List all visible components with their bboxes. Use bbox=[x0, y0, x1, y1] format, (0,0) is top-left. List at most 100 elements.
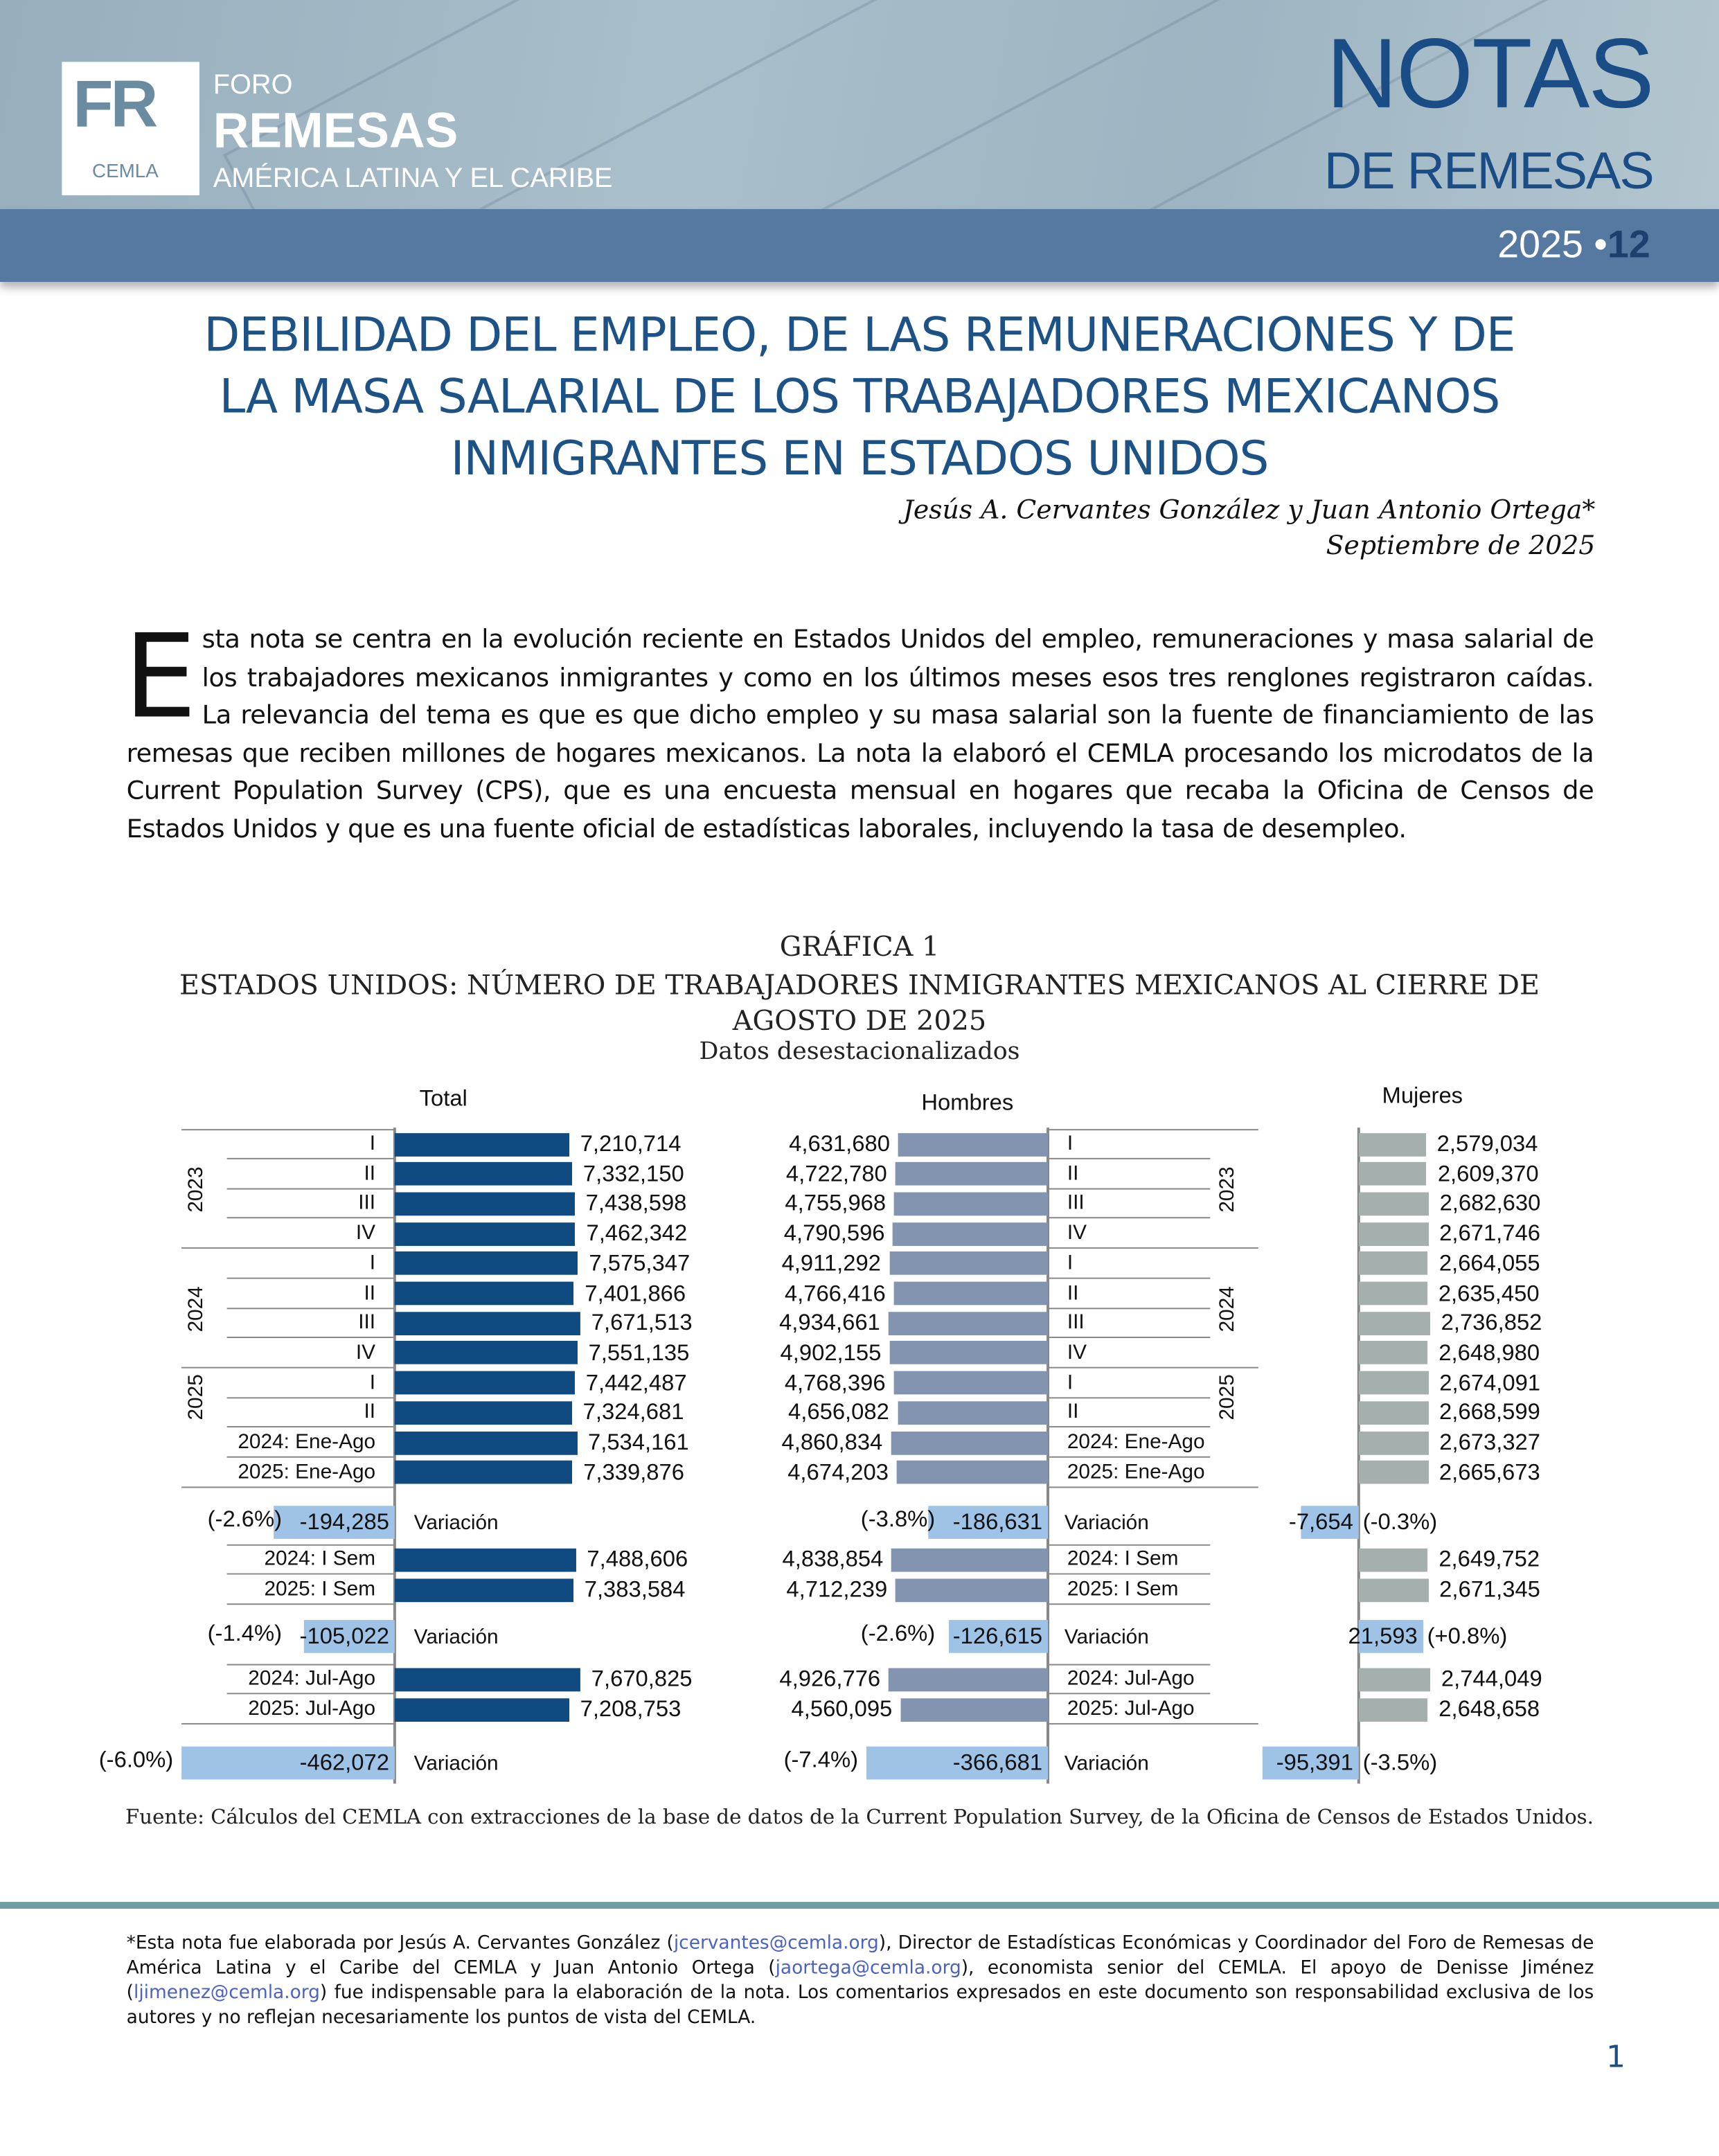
row-divider bbox=[226, 1456, 395, 1458]
bar-hombres bbox=[889, 1341, 1048, 1365]
row-divider bbox=[1048, 1157, 1211, 1159]
data-label: 7,671,513 bbox=[591, 1310, 693, 1336]
row-divider bbox=[1048, 1486, 1258, 1488]
bar-hombres bbox=[891, 1547, 1048, 1571]
data-label: 2,673,327 bbox=[1439, 1430, 1540, 1455]
data-label: 2,671,345 bbox=[1439, 1577, 1540, 1603]
bar-mujeres bbox=[1358, 1400, 1429, 1425]
series-title: NOTAS bbox=[1326, 19, 1655, 130]
bar-total bbox=[394, 1192, 575, 1216]
bar-total bbox=[394, 1281, 574, 1306]
category-label: 2025: Ene-Ago bbox=[238, 1460, 376, 1484]
footer-divider bbox=[0, 1902, 1719, 1909]
bar-hombres bbox=[898, 1132, 1048, 1156]
data-label: 4,911,292 bbox=[781, 1251, 881, 1276]
bar-hombres bbox=[895, 1162, 1048, 1186]
bar-mujeres bbox=[1358, 1371, 1429, 1395]
category-label: 2025: I Sem bbox=[264, 1577, 376, 1601]
email-link[interactable]: jaortega@cemla.org bbox=[775, 1958, 961, 1979]
category-label: II bbox=[1067, 1400, 1079, 1424]
data-label: 4,902,155 bbox=[780, 1340, 882, 1366]
category-label: 2024: Ene-Ago bbox=[238, 1430, 376, 1454]
data-label: 2,736,852 bbox=[1441, 1310, 1542, 1336]
row-divider bbox=[226, 1218, 395, 1220]
data-label: 2,664,055 bbox=[1439, 1251, 1540, 1276]
data-label: 7,324,681 bbox=[582, 1400, 684, 1425]
category-label: 2024: Jul-Ago bbox=[1067, 1666, 1195, 1691]
bar-hombres bbox=[893, 1222, 1048, 1246]
category-label: III bbox=[358, 1191, 376, 1215]
variation-bar bbox=[181, 1746, 395, 1780]
data-label: 2,682,630 bbox=[1439, 1191, 1541, 1217]
category-label: I bbox=[1067, 1370, 1074, 1394]
row-divider bbox=[226, 1603, 395, 1605]
row-divider bbox=[181, 1247, 395, 1249]
data-label: 4,712,239 bbox=[786, 1577, 888, 1603]
variation-bar bbox=[949, 1620, 1048, 1653]
email-link[interactable]: ljimenez@cemla.org bbox=[134, 1983, 320, 2004]
year-label: 2023 bbox=[1215, 1166, 1240, 1213]
data-label: 2,744,049 bbox=[1441, 1666, 1542, 1692]
email-link[interactable]: jcervantes@cemla.org bbox=[673, 1933, 879, 1954]
bar-hombres bbox=[900, 1698, 1048, 1721]
bar-total bbox=[394, 1431, 578, 1454]
bar-total bbox=[394, 1578, 573, 1602]
data-label: 4,766,416 bbox=[784, 1281, 886, 1306]
data-label: 2,649,752 bbox=[1439, 1547, 1540, 1572]
variation-value: -105,022 bbox=[299, 1623, 389, 1649]
authors: Jesús A. Cervantes González y Juan Anton… bbox=[902, 495, 1596, 526]
data-label: 7,551,135 bbox=[588, 1340, 690, 1366]
footnote-text: ) fue indispensable para la elaboración … bbox=[126, 1983, 1594, 2029]
bar-mujeres bbox=[1358, 1222, 1429, 1246]
bar-mujeres bbox=[1358, 1547, 1428, 1571]
variation-value: -462,072 bbox=[299, 1750, 389, 1776]
row-divider bbox=[1048, 1307, 1211, 1309]
chart-subtitle: Datos desestacionalizados bbox=[699, 1038, 1020, 1066]
variation-bar bbox=[1262, 1746, 1359, 1780]
variation-label: Variación bbox=[1064, 1511, 1149, 1535]
variation-pct: (+0.8%) bbox=[1427, 1623, 1508, 1649]
bar-total bbox=[394, 1667, 580, 1691]
row-divider bbox=[181, 1722, 395, 1725]
axis-line bbox=[1046, 1128, 1050, 1784]
bar-total bbox=[394, 1461, 573, 1484]
variation-pct: (-0.3%) bbox=[1362, 1510, 1438, 1535]
row-divider bbox=[226, 1664, 395, 1666]
bar-mujeres bbox=[1358, 1698, 1428, 1721]
brand-line2: REMESAS bbox=[213, 101, 458, 159]
bar-mujeres bbox=[1358, 1461, 1429, 1484]
footnote-text: *Esta nota fue elaborada por Jesús A. Ce… bbox=[126, 1933, 674, 1954]
bar-hombres bbox=[891, 1431, 1048, 1454]
row-divider bbox=[226, 1187, 395, 1189]
category-label: IV bbox=[355, 1340, 376, 1364]
data-label: 7,488,606 bbox=[587, 1547, 688, 1572]
variation-pct: (-2.6%) bbox=[207, 1507, 283, 1532]
variation-pct: (-3.5%) bbox=[1362, 1750, 1438, 1776]
variation-value: -95,391 bbox=[1276, 1750, 1353, 1776]
bar-total bbox=[394, 1311, 580, 1335]
row-divider bbox=[226, 1277, 395, 1279]
category-label: IV bbox=[1067, 1340, 1087, 1364]
data-label: 4,926,776 bbox=[779, 1666, 881, 1692]
category-label: I bbox=[1067, 1132, 1074, 1155]
variation-label: Variación bbox=[413, 1625, 499, 1649]
category-label: IV bbox=[355, 1221, 376, 1245]
data-label: 7,534,161 bbox=[587, 1430, 689, 1455]
row-divider bbox=[226, 1426, 395, 1428]
category-label: III bbox=[358, 1310, 376, 1335]
row-divider bbox=[1048, 1603, 1211, 1605]
data-label: 2,665,673 bbox=[1439, 1460, 1540, 1485]
bar-mujeres bbox=[1358, 1192, 1429, 1216]
category-label: III bbox=[1067, 1310, 1085, 1335]
variation-label: Variación bbox=[1064, 1752, 1149, 1776]
row-divider bbox=[226, 1307, 395, 1309]
category-label: I bbox=[1067, 1251, 1074, 1275]
variation-pct: (-6.0%) bbox=[98, 1747, 174, 1773]
row-divider bbox=[1048, 1277, 1211, 1279]
series-subtitle: DE REMESAS bbox=[1324, 143, 1655, 201]
variation-pct: (-2.6%) bbox=[860, 1621, 936, 1646]
data-label: 7,210,714 bbox=[580, 1132, 682, 1157]
bar-hombres bbox=[894, 1192, 1048, 1216]
axis-line bbox=[1357, 1128, 1360, 1784]
data-label: 4,722,780 bbox=[785, 1161, 887, 1186]
